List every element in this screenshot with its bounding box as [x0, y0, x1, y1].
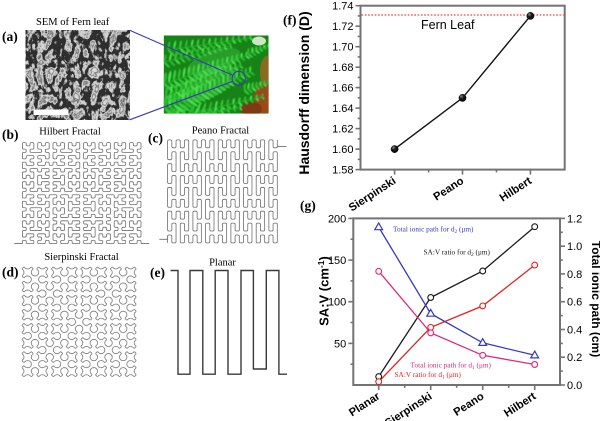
svg-text:Fern Leaf: Fern Leaf	[421, 18, 475, 32]
svg-text:SA:V ratio for d1 (μm): SA:V ratio for d1 (μm)	[395, 370, 462, 381]
svg-text:100: 100	[328, 297, 346, 309]
svg-text:1.2: 1.2	[567, 213, 582, 225]
svg-text:Hilbert: Hilbert	[498, 175, 534, 205]
svg-text:Hilbert: Hilbert	[502, 390, 538, 420]
svg-text:Total ionic path (cm): Total ionic path (cm)	[589, 241, 600, 357]
svg-text:Total ionic path for d2 (μm): Total ionic path for d2 (μm)	[393, 225, 474, 236]
svg-text:(d): (d)	[2, 265, 19, 280]
svg-text:200: 200	[328, 213, 346, 225]
svg-text:1.74: 1.74	[332, 1, 353, 13]
svg-text:Total ionic path for d1 (μm): Total ionic path for d1 (μm)	[411, 361, 492, 372]
svg-text:Peano Fractal: Peano Fractal	[192, 126, 250, 137]
svg-text:1.68: 1.68	[332, 62, 353, 74]
svg-text:1.0: 1.0	[567, 241, 582, 253]
svg-text:0.2: 0.2	[567, 352, 582, 364]
svg-text:Peano: Peano	[431, 175, 466, 203]
svg-text:150: 150	[328, 255, 346, 267]
svg-text:Sierpinski: Sierpinski	[383, 390, 434, 421]
svg-text:(e): (e)	[150, 265, 165, 280]
svg-text:SA:V (cm-1): SA:V (cm-1)	[316, 256, 332, 326]
svg-text:Planar: Planar	[347, 390, 383, 419]
svg-text:SA:V ratio for d2 (μm): SA:V ratio for d2 (μm)	[424, 248, 491, 259]
svg-text:(c): (c)	[148, 131, 163, 146]
svg-text:Sierpinski Fractal: Sierpinski Fractal	[44, 252, 118, 263]
svg-text:1.64: 1.64	[332, 103, 353, 115]
svg-text:SEM of Fern leaf: SEM of Fern leaf	[36, 17, 110, 28]
svg-text:1.66: 1.66	[332, 83, 353, 95]
svg-text:1.72: 1.72	[332, 21, 353, 33]
svg-text:(g): (g)	[300, 198, 316, 213]
svg-text:50: 50	[334, 338, 346, 350]
svg-text:(a): (a)	[2, 29, 18, 44]
svg-text:(b): (b)	[2, 127, 19, 142]
svg-text:0.8: 0.8	[567, 269, 582, 281]
svg-text:Hilbert Fractal: Hilbert Fractal	[39, 127, 101, 138]
svg-text:1.62: 1.62	[332, 124, 353, 136]
svg-text:(f): (f)	[283, 13, 297, 28]
svg-text:Hausdorff dimension (D): Hausdorff dimension (D)	[296, 11, 312, 174]
svg-text:Planar: Planar	[209, 258, 236, 269]
svg-text:1.58: 1.58	[332, 165, 353, 177]
svg-text:0.4: 0.4	[567, 325, 582, 337]
svg-text:Sierpinski: Sierpinski	[347, 175, 398, 214]
svg-text:1.60: 1.60	[332, 144, 353, 156]
svg-text:0.6: 0.6	[567, 297, 582, 309]
svg-text:0.0: 0.0	[567, 380, 582, 392]
svg-text:1.70: 1.70	[332, 42, 353, 54]
svg-text:Peano: Peano	[452, 390, 487, 418]
